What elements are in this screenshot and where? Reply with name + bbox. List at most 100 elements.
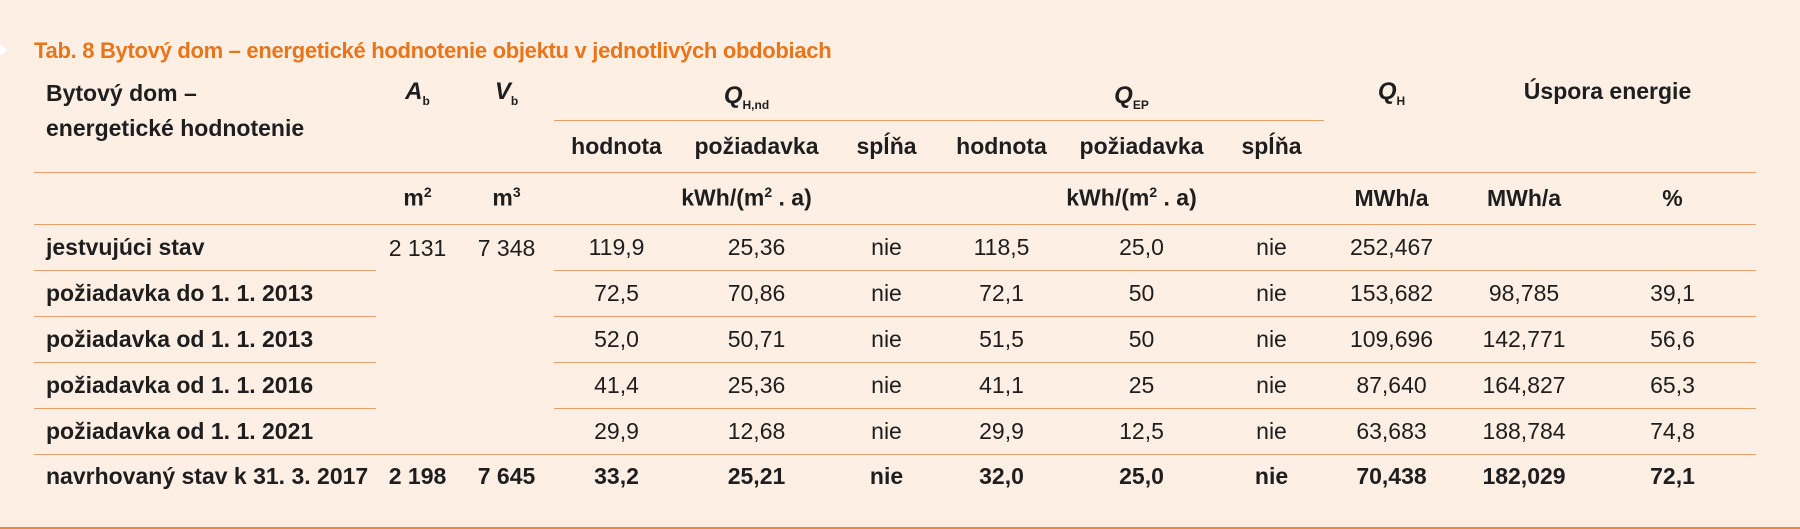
- cell-qh: 109,696: [1324, 316, 1460, 363]
- row-label: požiadavka od 1. 1. 2021: [34, 408, 376, 455]
- cell-ab: 2 131: [388, 234, 447, 261]
- cell-vb: 7 645: [477, 463, 536, 490]
- cell-qep-requirement: 25,0: [1119, 463, 1164, 490]
- unit-savings-pct: %: [1589, 171, 1757, 225]
- table-row-proposed: navrhovaný stav k 31. 3. 2017 2 198 7 64…: [34, 454, 1756, 499]
- unit-qhnd: kWh/(m2 . a): [554, 171, 940, 225]
- unit-area: m2: [376, 171, 459, 225]
- cell-ab: 2 198: [388, 463, 447, 490]
- cell-qep-value: 32,0: [979, 463, 1024, 490]
- cell-qhnd-complies: nie: [869, 463, 904, 490]
- cell-qhnd-requirement: 50,71: [679, 316, 834, 363]
- unit-qh: MWh/a: [1324, 171, 1460, 225]
- cell-vb: [459, 316, 554, 362]
- cell-qep-complies: nie: [1219, 362, 1325, 409]
- cell-qep-requirement: 12,5: [1064, 408, 1220, 455]
- cell-qh: 87,640: [1324, 362, 1460, 409]
- cell-savings-mwh: 182,029: [1482, 463, 1566, 490]
- row-label: požiadavka od 1. 1. 2013: [34, 316, 376, 363]
- cell-savings-mwh: [1459, 224, 1590, 271]
- cell-qep-value: 72,1: [939, 270, 1065, 317]
- cell-qhnd-value: 119,9: [554, 224, 679, 271]
- cell-savings-mwh: 98,785: [1459, 270, 1590, 317]
- row-label: navrhovaný stav k 31. 3. 2017: [46, 463, 369, 490]
- row-label: požiadavka od 1. 1. 2016: [34, 362, 376, 409]
- cell-qep-complies: nie: [1219, 270, 1325, 317]
- unit-savings-mwh: MWh/a: [1459, 171, 1590, 225]
- cell-qhnd-requirement: 25,36: [679, 224, 834, 271]
- cell-savings-pct: 39,1: [1589, 270, 1757, 317]
- cell-qep-requirement: 50: [1064, 316, 1220, 363]
- cell-qep-requirement: 50: [1064, 270, 1220, 317]
- header-qh: QH: [1377, 78, 1406, 108]
- unit-qep: kWh/(m2 . a): [939, 171, 1325, 225]
- cell-savings-mwh: 188,784: [1459, 408, 1590, 455]
- cell-savings-pct: 65,3: [1589, 362, 1757, 409]
- cell-qh: 63,683: [1324, 408, 1460, 455]
- cell-savings-pct: 74,8: [1589, 408, 1757, 455]
- cell-qhnd-value: 33,2: [594, 463, 639, 490]
- cell-qep-value: 29,9: [939, 408, 1065, 455]
- table-row: jestvujúci stav 2 131 7 348 119,9 25,36 …: [34, 224, 1757, 271]
- cell-qep-requirement: 25,0: [1064, 224, 1220, 271]
- cell-qep-value: 51,5: [939, 316, 1065, 363]
- cell-qep-value: 118,5: [939, 224, 1065, 271]
- row-label: jestvujúci stav: [34, 224, 376, 271]
- header-vb: Vb: [494, 78, 519, 108]
- cell-qhnd-value: 41,4: [554, 362, 679, 409]
- cell-qep-value: 41,1: [939, 362, 1065, 409]
- unit-name-empty: [34, 171, 376, 225]
- caption-marker: [0, 44, 7, 56]
- cell-ab: [376, 408, 459, 455]
- energy-table: Bytový dom – energetické hodnotenie Ab V…: [34, 74, 1757, 499]
- cell-qep-complies: nie: [1254, 463, 1289, 490]
- cell-ab: [376, 316, 459, 362]
- cell-qhnd-value: 52,0: [554, 316, 679, 363]
- cell-vb: 7 348: [477, 234, 536, 261]
- header-object: Bytový dom – energetické hodnotenie: [34, 74, 376, 172]
- header-qhnd-complies: spĺňa: [856, 132, 917, 159]
- table-row: požiadavka od 1. 1. 2021 29,9 12,68 nie …: [34, 408, 1757, 455]
- header-object-line1: Bytový dom –: [46, 80, 197, 106]
- cell-qh: 153,682: [1324, 270, 1460, 317]
- bottom-divider: [0, 527, 1800, 529]
- cell-qh: 70,438: [1356, 463, 1427, 490]
- table-row: požiadavka od 1. 1. 2013 52,0 50,71 nie …: [34, 316, 1757, 363]
- header-qep: QEP: [939, 74, 1325, 121]
- header-object-line2: energetické hodnotenie: [46, 115, 305, 141]
- cell-qhnd-complies: nie: [834, 362, 940, 409]
- cell-qhnd-requirement: 25,21: [727, 463, 786, 490]
- cell-qhnd-requirement: 70,86: [679, 270, 834, 317]
- header-ab: Ab: [405, 78, 430, 108]
- cell-savings-pct: 56,6: [1589, 316, 1757, 363]
- header-qhnd-value: hodnota: [571, 132, 662, 159]
- cell-qep-requirement: 25: [1064, 362, 1220, 409]
- cell-vb: [459, 362, 554, 408]
- row-label: požiadavka do 1. 1. 2013: [34, 270, 376, 317]
- cell-ab: [376, 270, 459, 316]
- cell-vb: [459, 270, 554, 316]
- cell-savings-mwh: 142,771: [1459, 316, 1590, 363]
- table-caption: Tab. 8 Bytový dom – energetické hodnoten…: [34, 38, 832, 63]
- cell-qep-complies: nie: [1219, 316, 1325, 363]
- cell-qhnd-complies: nie: [834, 270, 940, 317]
- table-row: požiadavka do 1. 1. 2013 72,5 70,86 nie …: [34, 270, 1757, 317]
- cell-qhnd-value: 29,9: [554, 408, 679, 455]
- cell-vb: [459, 408, 554, 455]
- cell-savings-pct: 72,1: [1650, 463, 1695, 490]
- cell-savings-mwh: 164,827: [1459, 362, 1590, 409]
- cell-qhnd-requirement: 25,36: [679, 362, 834, 409]
- cell-qh: 252,467: [1324, 224, 1460, 271]
- header-qhnd: QH,nd: [554, 74, 940, 121]
- header-qhnd-requirement: požiadavka: [694, 132, 819, 159]
- cell-qhnd-requirement: 12,68: [679, 408, 834, 455]
- header-qep-complies: spĺňa: [1241, 132, 1302, 159]
- cell-qhnd-complies: nie: [834, 408, 940, 455]
- header-qep-requirement: požiadavka: [1079, 132, 1204, 159]
- cell-ab: [376, 362, 459, 408]
- header-qep-value: hodnota: [956, 132, 1047, 159]
- header-savings: Úspora energie: [1523, 78, 1692, 104]
- cell-qhnd-complies: nie: [834, 316, 940, 363]
- cell-qep-complies: nie: [1219, 408, 1325, 455]
- cell-savings-pct: [1589, 224, 1757, 271]
